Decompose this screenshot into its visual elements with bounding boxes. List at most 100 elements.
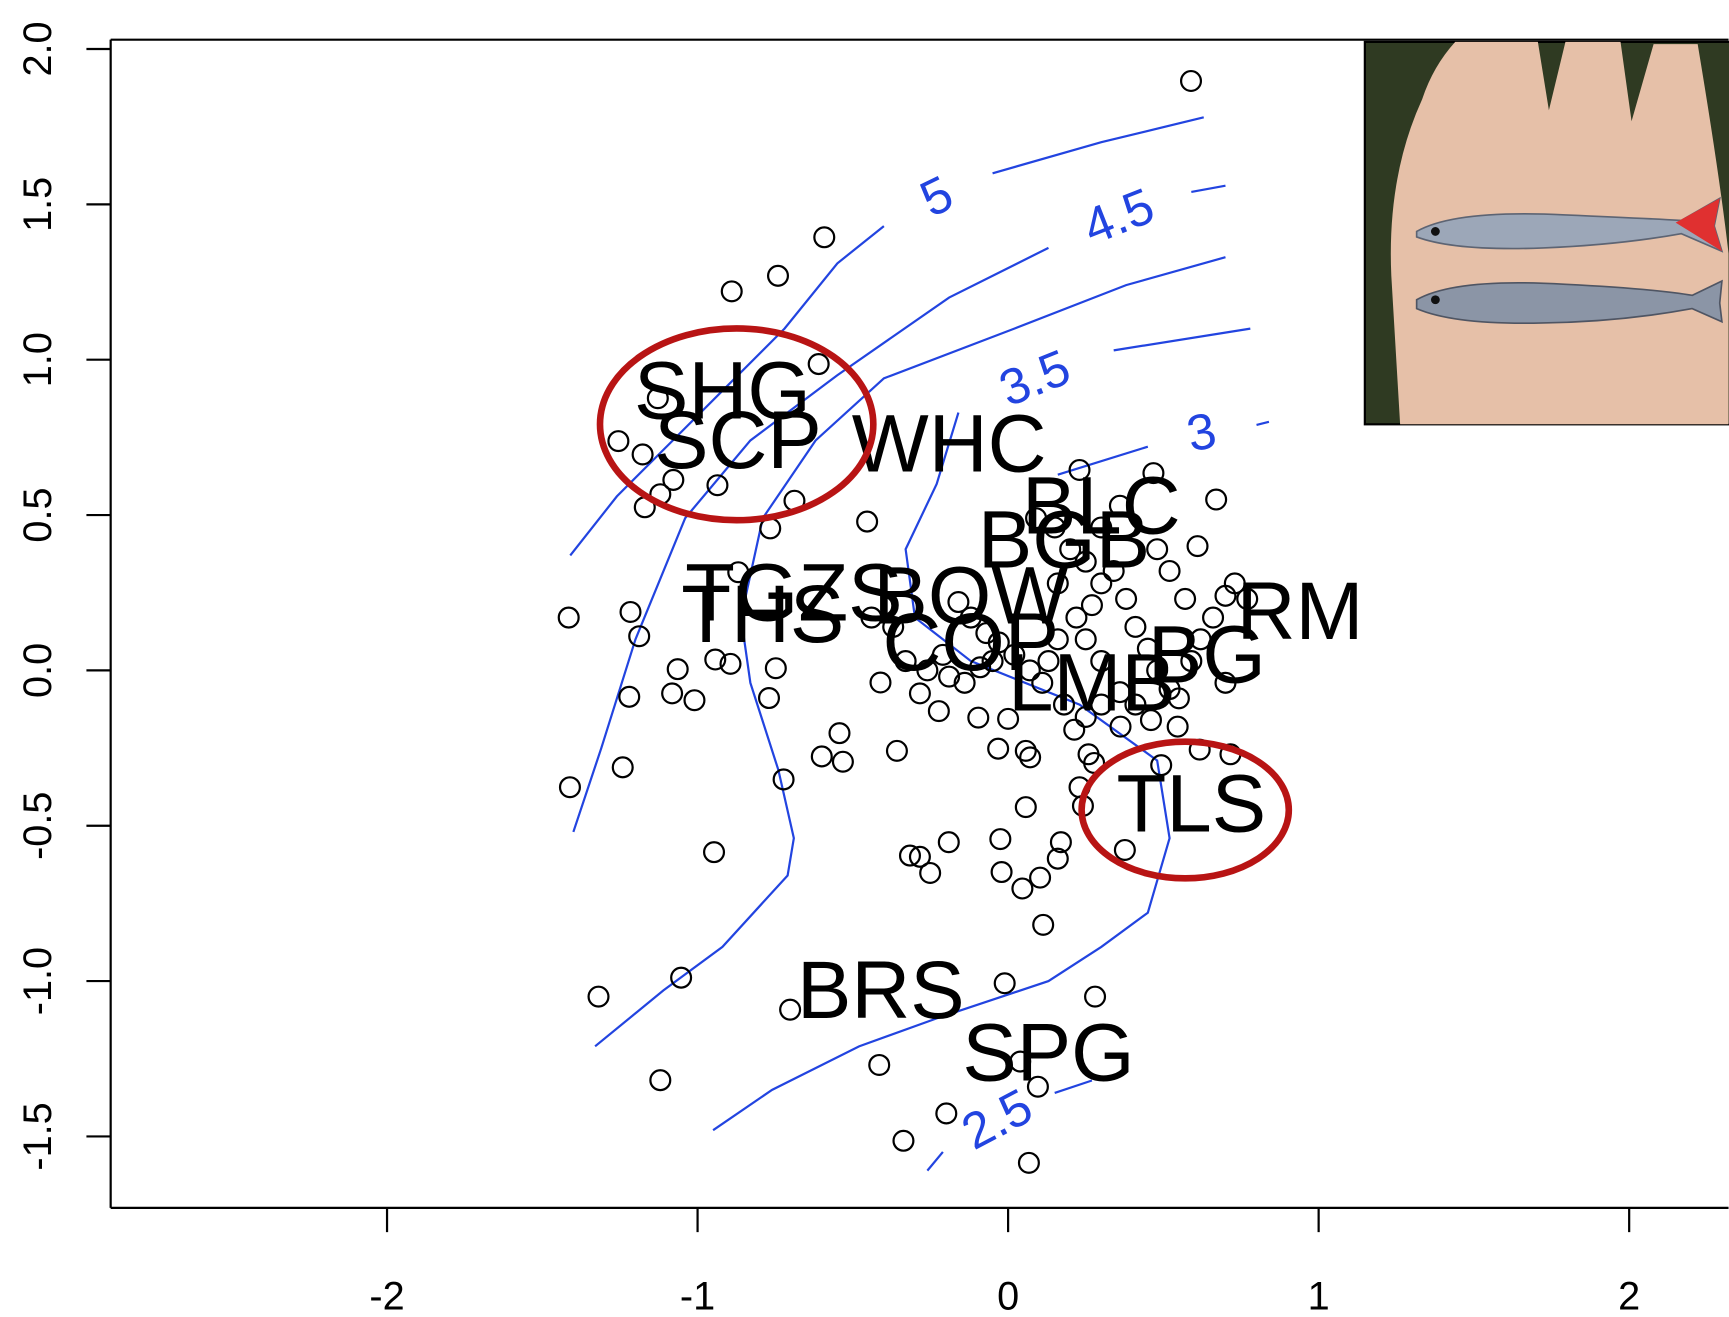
site-label: BGB [978,495,1150,586]
contour-line [1256,420,1270,427]
fish-eye [1430,295,1440,305]
point [1180,650,1203,673]
highlight-ellipse [596,325,877,524]
point [1014,739,1037,762]
site-label: COP [882,597,1059,688]
point [1146,659,1169,682]
point [1166,715,1189,738]
point [810,745,833,768]
point [828,722,851,745]
point [1025,507,1048,530]
point [997,707,1020,730]
point [1150,754,1173,777]
point [1090,693,1113,716]
site-label: TLS [1117,759,1267,850]
contour-line [1054,1079,1093,1094]
contour-line [594,256,1226,1048]
point [1029,866,1052,889]
point [619,600,642,623]
point [706,474,729,497]
point [1158,559,1181,582]
contour-line [712,412,1171,1132]
point [1059,538,1082,561]
point [720,280,743,303]
point [935,1102,958,1125]
x-tick-label: 2 [1618,1274,1640,1317]
point [916,659,939,682]
point [831,750,854,773]
point [1049,831,1072,854]
point [1205,488,1228,511]
point [927,700,950,723]
point [1065,606,1088,629]
point [1124,615,1147,638]
point [1014,796,1037,819]
point [1084,985,1107,1008]
point [661,682,684,705]
point [869,671,892,694]
point [1019,746,1042,769]
point [1146,538,1169,561]
point [1074,550,1097,573]
point [1009,1050,1032,1073]
point [1236,587,1259,610]
x-tick-label: 1 [1308,1274,1330,1317]
site-label: SHG [634,346,811,437]
point [1115,587,1138,610]
point [1214,671,1237,694]
site-label: RM [1237,566,1364,657]
point [892,1129,915,1152]
point [1142,462,1165,485]
point [1046,847,1069,870]
site-label: BOW [873,551,1068,642]
point [908,682,931,705]
point [611,756,634,779]
fish-eye [1430,227,1440,236]
point [990,861,1013,884]
site-label: SPG [962,1007,1134,1098]
point [772,768,795,791]
point [1080,594,1103,617]
point [670,966,693,989]
point [704,648,727,671]
point [628,625,651,648]
axes: -2 -1 0 1 2 2.0 1.5 1.0 0.5 0.0 -0.5 -1.0 -1.5 [16,21,1640,1317]
point [1113,838,1136,861]
point [779,998,802,1021]
point [1108,681,1131,704]
site-label: BG [1148,610,1266,701]
point [1074,628,1097,651]
point [1090,572,1113,595]
point [719,652,742,675]
point [894,650,917,673]
point [1223,572,1246,595]
point [1003,643,1026,666]
point [764,657,787,680]
contour-line [1113,327,1251,352]
point [757,687,781,710]
point [1167,687,1190,710]
point [1108,494,1131,517]
site-label: BRS [797,945,965,1036]
site-label: TGZS [685,547,902,638]
point [1063,718,1086,741]
point [981,650,1004,673]
point [1018,659,1041,682]
point [727,561,750,584]
point [1037,650,1060,673]
x-tick-label: 0 [997,1274,1019,1317]
point [1026,1075,1049,1098]
point [1043,516,1066,539]
contour-line [992,116,1205,175]
point [683,689,706,712]
point [993,972,1016,995]
y-tick-label: 1.0 [16,332,60,387]
point [969,656,992,679]
site-label: BLC [1022,460,1181,551]
point [631,443,654,466]
point [1109,715,1132,738]
point [1189,628,1212,651]
point [766,264,790,287]
point [1074,705,1097,729]
